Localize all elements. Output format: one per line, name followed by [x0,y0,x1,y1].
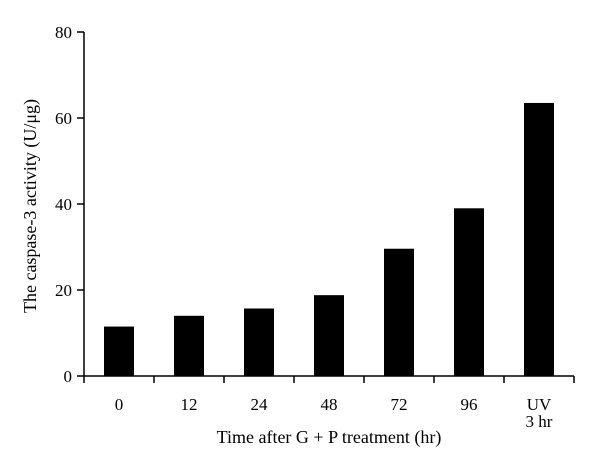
y-axis-title: The caspase-3 activity (U/μg) [20,99,41,313]
bar-12 [174,315,204,376]
y-tick-label: 0 [64,367,73,386]
y-tick-label: 60 [55,109,72,128]
x-ticks-layer: 0 12 24 48 72 96 UV3 hr [83,376,575,431]
x-tick-label: 3 hr [526,412,553,431]
x-tick-label: 0 [115,395,124,414]
bar-uv-3-hr [524,102,554,376]
x-tick-label: 72 [391,395,408,414]
bar-48 [314,295,344,376]
y-tick-label: 20 [55,281,72,300]
x-tick-label: 12 [181,395,198,414]
bar-96 [454,208,484,376]
x-axis-title: Time after G + P treatment (hr) [217,427,442,448]
y-ticks-layer: 0 20 40 60 80 [55,23,84,386]
y-tick-label: 40 [55,195,72,214]
x-tick-label: 24 [251,395,269,414]
x-tick-label: UV [527,395,552,414]
bar-0 [104,326,134,376]
bar-72 [384,248,414,376]
bar-24 [244,308,274,376]
x-tick-label: 48 [321,395,338,414]
bars-layer [104,102,554,376]
x-tick-label: 96 [461,395,478,414]
y-tick-label: 80 [55,23,72,42]
